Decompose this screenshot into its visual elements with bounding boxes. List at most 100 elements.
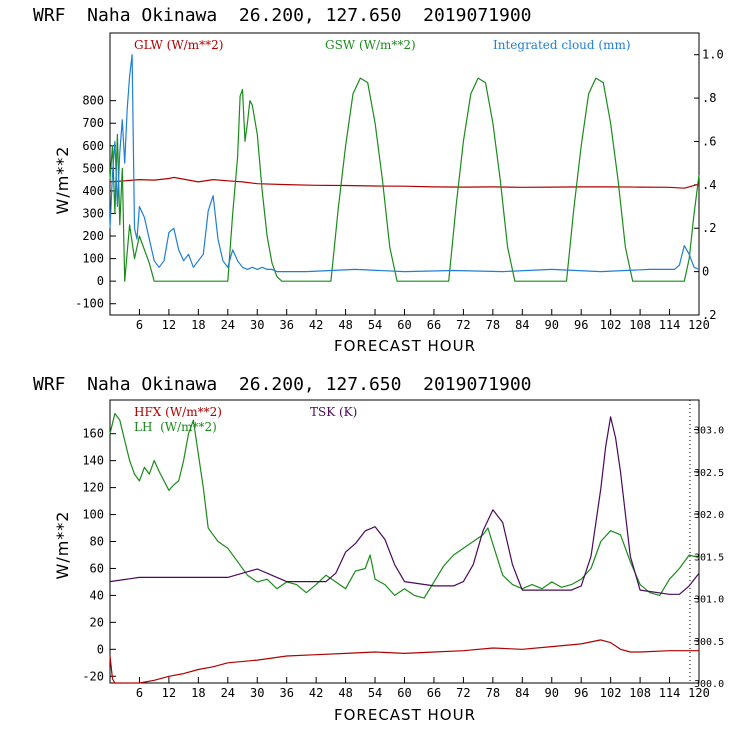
- chart-1-x-tick-label: 120: [688, 318, 710, 332]
- chart-2-y2-tick-label: 301.5: [694, 552, 724, 563]
- chart-2-x-tick-label: 84: [515, 686, 529, 700]
- chart-1-y2-tick-label: 1.0: [702, 48, 724, 62]
- chart-1-x-tick-label: 96: [574, 318, 588, 332]
- chart-2-x-tick-label: 60: [397, 686, 411, 700]
- chart-2-legend-hfx: HFX (W/m**2): [134, 405, 222, 419]
- chart-1-x-label: FORECAST HOUR: [334, 337, 476, 355]
- chart-2-x-tick-label: 108: [629, 686, 651, 700]
- chart-2-x-tick-label: 78: [486, 686, 500, 700]
- chart-2-x-tick-label: 54: [368, 686, 382, 700]
- chart-1-y2-tick-label: .8: [702, 91, 716, 105]
- chart-2-x-label: FORECAST HOUR: [334, 706, 476, 724]
- chart-1-y-tick-label: 100: [82, 252, 104, 266]
- chart-2-x-tick-label: 90: [545, 686, 559, 700]
- chart-2-x-tick-label: 72: [456, 686, 470, 700]
- chart-2-title: WRF Naha Okinawa 26.200, 127.650 2019071…: [33, 374, 532, 395]
- chart-1-y2-tick-label: .4: [702, 178, 716, 192]
- chart-1-y2-axis: .2 0 .2 .4 .6 .8 1.0: [694, 48, 724, 322]
- chart-1-y-tick-label: 700: [82, 116, 104, 130]
- chart-2-y-tick-label: 100: [82, 508, 104, 522]
- chart-2-series-lh: [109, 412, 700, 599]
- chart-1-y-tick-label: -100: [75, 297, 104, 311]
- chart-2-x-tick-label: 30: [250, 686, 264, 700]
- chart-1-x-tick-label: 18: [191, 318, 205, 332]
- chart-1-legend-glw: GLW (W/m**2): [134, 38, 223, 52]
- chart-1-series: [109, 54, 700, 282]
- chart-2-y2-tick-label: 303.0: [694, 426, 724, 437]
- chart-1-y-tick-label: 200: [82, 229, 104, 243]
- chart-2-y2-tick-label: 300.0: [694, 679, 724, 690]
- chart-2-series-hfx: [109, 639, 699, 684]
- chart-1-y-axis: -100 0 100 200 300 400 500 600 700 800: [75, 94, 116, 311]
- chart-2-y-tick-label: 160: [82, 427, 104, 441]
- chart-1-y2-tick-label: 0: [702, 265, 709, 279]
- chart-1-y-tick-label: 400: [82, 184, 104, 198]
- chart-2-x-tick-label: 6: [136, 686, 143, 700]
- chart-1-x-tick-label: 12: [162, 318, 176, 332]
- chart-2-x-tick-label: 18: [191, 686, 205, 700]
- chart-2-y-tick-label: 140: [82, 454, 104, 468]
- chart-1-x-tick-label: 30: [250, 318, 264, 332]
- chart-1-series-integrated-cloud: [109, 54, 700, 273]
- chart-2-y2-tick-label: 302.0: [694, 510, 724, 521]
- chart-1-x-axis: 6 12 18 24 30 36 42 48 54 60 66 72 78 84 90 96 102 108 114…: [136, 309, 710, 332]
- chart-1-x-tick-label: 84: [515, 318, 529, 332]
- chart-1-x-tick-label: 6: [136, 318, 143, 332]
- chart-1-y-tick-label: 300: [82, 206, 104, 220]
- chart-2-x-tick-label: 66: [427, 686, 441, 700]
- chart-2-y-tick-label: 60: [90, 561, 104, 575]
- chart-1-plot-frame: [109, 32, 700, 316]
- chart-2-y-tick-label: 80: [90, 535, 104, 549]
- chart-2-y-tick-label: -20: [82, 669, 104, 683]
- chart-1-y-label: W/m**2: [53, 146, 72, 215]
- chart-2-y-tick-label: 0: [97, 642, 104, 656]
- chart-2-y-tick-label: 40: [90, 588, 104, 602]
- chart-1-series-gsw: [109, 77, 700, 282]
- chart-1-x-tick-label: 42: [309, 318, 323, 332]
- chart-1-y2-tick-label: .2: [702, 221, 716, 235]
- chart-1-x-tick-label: 54: [368, 318, 382, 332]
- chart-2-y2-tick-label: 300.5: [694, 637, 724, 648]
- chart-1-x-tick-label: 108: [629, 318, 651, 332]
- chart-1-y2-tick-label: .2: [702, 308, 716, 322]
- chart-2-x-tick-label: 96: [574, 686, 588, 700]
- chart-1-x-tick-label: 24: [221, 318, 235, 332]
- chart-2-plot-frame: [109, 399, 700, 684]
- chart-1-legend-gsw: GSW (W/m**2): [325, 38, 416, 52]
- chart-2: WRF Naha Okinawa 26.200, 127.650 2019071…: [33, 374, 724, 724]
- chart-1-x-tick-label: 66: [427, 318, 441, 332]
- chart-2-x-tick-label: 36: [279, 686, 293, 700]
- chart-2-y-label: W/m**2: [53, 511, 72, 580]
- chart-2-x-tick-label: 24: [221, 686, 235, 700]
- chart-2-x-tick-label: 114: [659, 686, 681, 700]
- chart-1-y2-tick-label: .6: [702, 134, 716, 148]
- chart-2-x-tick-label: 120: [688, 686, 710, 700]
- chart-1-x-tick-label: 102: [600, 318, 622, 332]
- chart-2-legend-tsk: TSK (K): [310, 405, 357, 419]
- chart-1-y-tick-label: 500: [82, 161, 104, 175]
- chart-2-series-tsk: [109, 416, 700, 595]
- chart-2-y2-tick-label: 302.5: [694, 468, 724, 479]
- chart-2-x-tick-label: 12: [162, 686, 176, 700]
- chart-2-legend-lh: LH (W/m**2): [134, 420, 217, 434]
- chart-1-x-tick-label: 60: [397, 318, 411, 332]
- chart-2-series: [109, 412, 700, 684]
- chart-1-x-tick-label: 36: [279, 318, 293, 332]
- chart-1: WRF Naha Okinawa 26.200, 127.650 2019071…: [33, 5, 724, 355]
- chart-1-y-tick-label: 800: [82, 94, 104, 108]
- chart-1-y-tick-label: 600: [82, 139, 104, 153]
- chart-1-x-tick-label: 78: [486, 318, 500, 332]
- chart-1-legend-cloud: Integrated cloud (mm): [493, 38, 631, 52]
- chart-1-x-tick-label: 48: [338, 318, 352, 332]
- chart-1-title: WRF Naha Okinawa 26.200, 127.650 2019071…: [33, 5, 532, 26]
- chart-1-y-tick-label: 0: [97, 274, 104, 288]
- chart-2-x-tick-label: 102: [600, 686, 622, 700]
- chart-2-x-axis: 6 12 18 24 30 36 42 48 54 60 66 72 78 84 90 96 102 108 114…: [136, 677, 710, 700]
- chart-2-x-tick-label: 42: [309, 686, 323, 700]
- chart-2-y2-tick-label: 301.0: [694, 595, 724, 606]
- chart-2-x-tick-label: 48: [338, 686, 352, 700]
- chart-2-y-tick-label: 20: [90, 615, 104, 629]
- chart-2-y-tick-label: 120: [82, 481, 104, 495]
- chart-1-x-tick-label: 114: [659, 318, 681, 332]
